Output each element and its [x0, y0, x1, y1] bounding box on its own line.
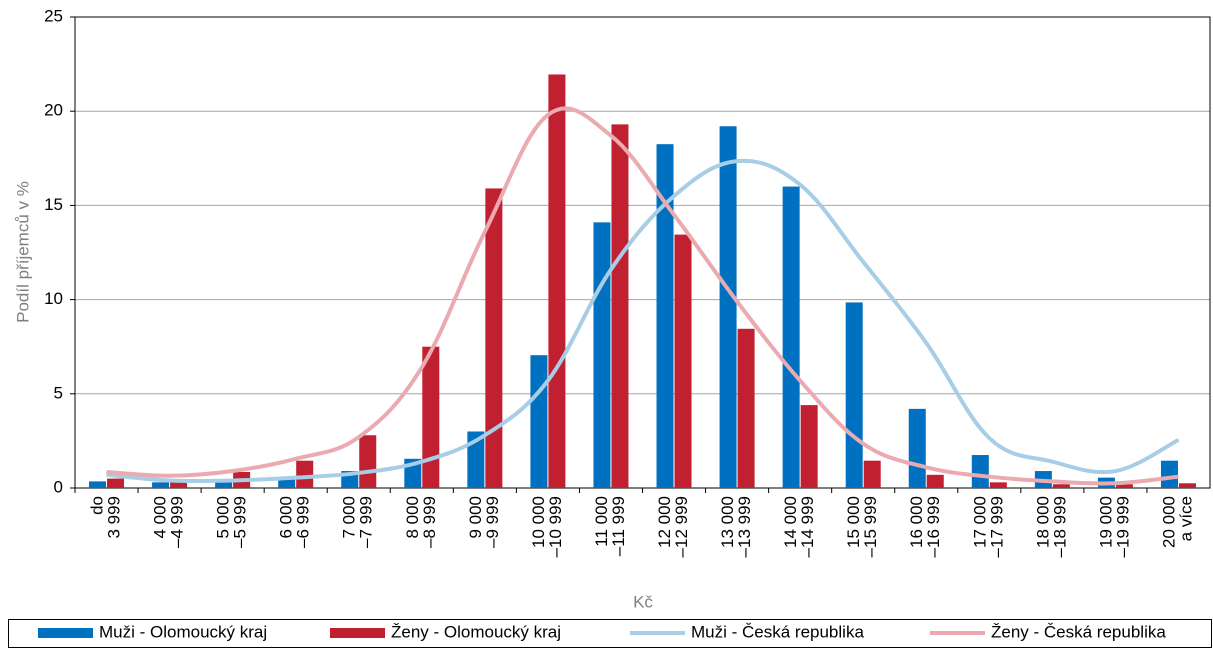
y-axis-title: Podíl příjemců v %	[13, 181, 32, 323]
bar	[296, 460, 314, 488]
bar	[152, 482, 170, 488]
legend-label: Muži - Česká republika	[691, 622, 864, 641]
y-tick-label: 20	[44, 101, 63, 120]
x-tick-label: a více	[1176, 496, 1195, 541]
x-tick-label: 18 000	[1033, 496, 1052, 548]
x-tick-label: 4 000	[151, 496, 170, 539]
bar	[737, 328, 755, 488]
legend-label: Ženy - Olomoucký kraj	[391, 622, 561, 641]
x-tick-label: –5 999	[231, 496, 250, 548]
x-tick-label: 6 000	[277, 496, 296, 539]
x-tick-label: –8 999	[420, 496, 439, 548]
x-tick-label: –10 999	[546, 496, 565, 557]
x-tick-label: 12 000	[655, 496, 674, 548]
bar	[107, 478, 125, 488]
x-tick-label: 17 000	[970, 496, 989, 548]
bar	[908, 408, 926, 488]
bar	[611, 124, 629, 488]
x-tick-label: 8 000	[403, 496, 422, 539]
bar	[170, 481, 188, 488]
x-tick-label: –19 999	[1113, 496, 1132, 557]
x-tick-label: –18 999	[1050, 496, 1069, 557]
plot-frame	[74, 16, 1211, 489]
bar	[1160, 460, 1178, 488]
x-tick-label: –15 999	[861, 496, 880, 557]
bar	[530, 355, 548, 488]
bar	[1178, 483, 1196, 488]
bar	[863, 460, 881, 488]
x-tick-label: 3 999	[105, 496, 124, 539]
bar	[89, 481, 107, 488]
bar	[359, 435, 377, 488]
legend-swatch	[38, 628, 93, 638]
x-tick-label: –17 999	[987, 496, 1006, 557]
x-tick-label: –7 999	[357, 496, 376, 548]
bar	[800, 405, 818, 488]
bar	[926, 474, 944, 488]
bar	[422, 346, 440, 488]
bar	[1052, 484, 1070, 488]
x-tick-label: 13 000	[718, 496, 737, 548]
x-tick-label: 7 000	[340, 496, 359, 539]
bar	[278, 478, 296, 488]
legend-label: Muži - Olomoucký kraj	[99, 622, 267, 641]
x-tick-label: 11 000	[592, 496, 611, 547]
y-tick-label: 5	[54, 383, 63, 402]
x-tick-label: 19 000	[1096, 496, 1115, 548]
bar	[782, 186, 800, 488]
bar	[593, 222, 611, 488]
x-tick-label: 16 000	[907, 496, 926, 548]
y-tick-label: 15	[44, 195, 63, 214]
x-tick-label: –14 999	[798, 496, 817, 557]
bar	[989, 482, 1007, 488]
bar	[719, 126, 737, 488]
line	[106, 106, 1179, 486]
line	[106, 158, 1180, 484]
bar	[1115, 484, 1133, 488]
x-tick-label: –6 999	[294, 496, 313, 548]
bar	[548, 74, 566, 488]
legend-label: Ženy - Česká republika	[991, 622, 1166, 641]
legend-swatch	[330, 628, 385, 638]
x-tick-label: do	[88, 496, 107, 515]
x-tick-label: –11 999	[609, 496, 628, 556]
x-tick-label: 9 000	[466, 496, 485, 539]
bar	[467, 431, 485, 488]
x-tick-label: –4 999	[168, 496, 187, 548]
x-tick-label: –9 999	[483, 496, 502, 548]
bar	[845, 302, 863, 488]
y-tick-label: 0	[54, 477, 63, 496]
y-tick-label: 10	[44, 289, 63, 308]
bar	[656, 144, 674, 489]
x-tick-label: 14 000	[781, 496, 800, 548]
x-tick-label: 20 000	[1159, 496, 1178, 548]
x-tick-label: –16 999	[924, 496, 943, 557]
bar	[674, 234, 692, 488]
y-tick-label: 25	[44, 6, 63, 25]
bar	[971, 455, 989, 488]
bar	[215, 482, 233, 488]
bar	[485, 188, 503, 488]
x-tick-label: 10 000	[529, 496, 548, 548]
x-tick-label: 5 000	[214, 496, 233, 539]
x-axis-title: Kč	[633, 592, 653, 611]
x-tick-label: 15 000	[844, 496, 863, 548]
x-tick-label: –13 999	[735, 496, 754, 557]
x-tick-label: –12 999	[672, 496, 691, 557]
